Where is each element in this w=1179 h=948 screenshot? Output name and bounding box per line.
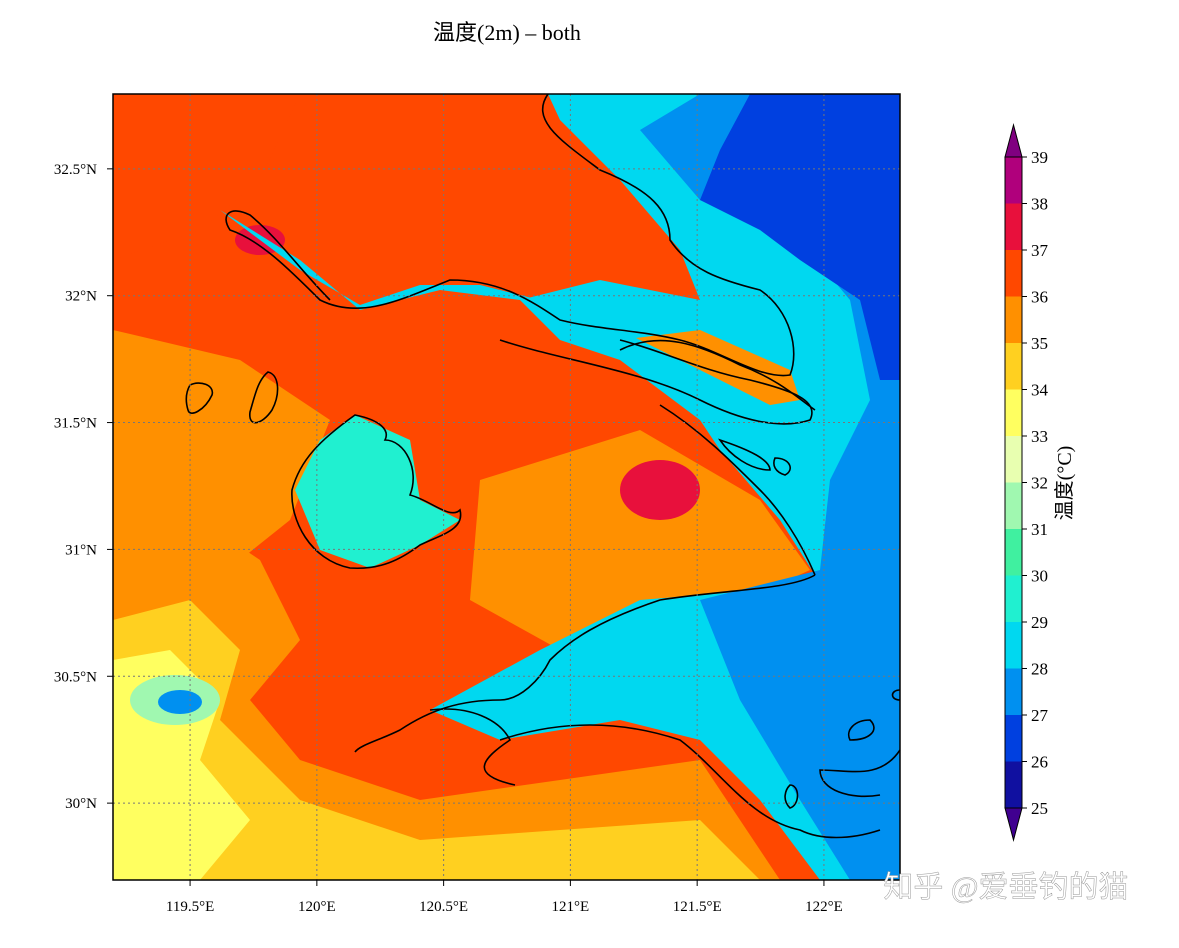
watermark: 知乎 @爱垂钓的猫 bbox=[883, 871, 1128, 904]
y-tick-label: 32.5°N bbox=[54, 162, 97, 178]
colorbar-segment bbox=[1005, 389, 1022, 436]
lake bbox=[295, 415, 460, 568]
colorbar-tick-label: 37 bbox=[1031, 241, 1049, 260]
y-tick-label: 31°N bbox=[65, 542, 97, 558]
coastline bbox=[499, 339, 813, 425]
coastline bbox=[354, 404, 816, 753]
colorbar-tick-label: 36 bbox=[1031, 288, 1048, 307]
x-tick-label: 120°E bbox=[298, 899, 336, 915]
colorbar-tick-label: 28 bbox=[1031, 660, 1048, 679]
coastline bbox=[619, 339, 816, 411]
grid: 119.5°E 120°E 120.5°E 121°E 121.5°E 122°E 30°N… bbox=[54, 94, 900, 915]
y-tick-label: 32°N bbox=[65, 289, 97, 305]
coastlines bbox=[185, 93, 901, 839]
colorbar-tick-label: 33 bbox=[1031, 427, 1048, 446]
field-patch bbox=[620, 460, 700, 520]
field-patch bbox=[113, 94, 300, 260]
x-tick-label: 119.5°E bbox=[166, 899, 214, 915]
colorbar-tick-label: 32 bbox=[1031, 474, 1048, 493]
colorbar: 25 26 27 28 29 30 31 32 33 34 35 36 37 38 39 bbox=[1004, 123, 1049, 842]
colorbar-tick-label: 29 bbox=[1031, 613, 1048, 632]
temperature-field bbox=[113, 94, 900, 880]
y-tick-label: 31.5°N bbox=[54, 416, 97, 432]
sea-mid bbox=[640, 94, 900, 880]
x-tick-label: 121.5°E bbox=[673, 899, 722, 915]
x-tick-label: 120.5°E bbox=[419, 899, 468, 915]
colorbar-segment bbox=[1005, 157, 1022, 204]
colorbar-segment bbox=[1005, 715, 1022, 762]
colorbar-tick-label: 38 bbox=[1031, 195, 1048, 214]
map-frame bbox=[112, 93, 901, 881]
island-outline bbox=[185, 371, 279, 424]
colorbar-segment bbox=[1005, 436, 1022, 483]
coastline bbox=[718, 438, 791, 476]
lake-shore bbox=[291, 414, 462, 570]
colorbar-segment bbox=[1005, 575, 1022, 622]
colorbar-segment bbox=[1005, 622, 1022, 669]
colorbar-segment bbox=[1005, 482, 1022, 529]
colorbar-segment bbox=[1005, 203, 1022, 250]
colorbar-segment bbox=[1005, 668, 1022, 715]
colorbar-tick-label: 30 bbox=[1031, 567, 1048, 586]
colorbar-extend-over bbox=[1004, 123, 1023, 158]
colorbar-segment bbox=[1005, 250, 1022, 297]
colorbar-segment bbox=[1005, 296, 1022, 343]
colorbar-segment bbox=[1005, 529, 1022, 576]
river bbox=[220, 210, 800, 430]
colorbar-segment bbox=[1005, 761, 1022, 808]
sea-deep bbox=[700, 94, 900, 380]
colorbar-tick-label: 35 bbox=[1031, 334, 1048, 353]
coastline bbox=[225, 93, 795, 377]
y-tick-label: 30.5°N bbox=[54, 669, 97, 685]
colorbar-tick-label: 25 bbox=[1031, 799, 1048, 818]
colorbar-tick-label: 34 bbox=[1031, 381, 1049, 400]
field-patch bbox=[113, 600, 760, 880]
colorbar-segment bbox=[1005, 343, 1022, 390]
coastline bbox=[784, 689, 901, 809]
colorbar-label: 温度(°C) bbox=[1053, 446, 1076, 521]
field-patch bbox=[158, 690, 202, 714]
x-tick-label: 121°E bbox=[552, 899, 590, 915]
coastline bbox=[429, 708, 881, 839]
colorbar-tick-label: 27 bbox=[1031, 706, 1049, 725]
title: 温度(2m) – both bbox=[433, 20, 581, 45]
colorbar-tick-label: 26 bbox=[1031, 753, 1048, 772]
colorbar-tick-label: 39 bbox=[1031, 148, 1048, 167]
colorbar-extend-under bbox=[1004, 807, 1023, 842]
x-tick-label: 122°E bbox=[805, 899, 843, 915]
colorbar-tick-label: 31 bbox=[1031, 520, 1048, 539]
y-tick-label: 30°N bbox=[65, 796, 97, 812]
